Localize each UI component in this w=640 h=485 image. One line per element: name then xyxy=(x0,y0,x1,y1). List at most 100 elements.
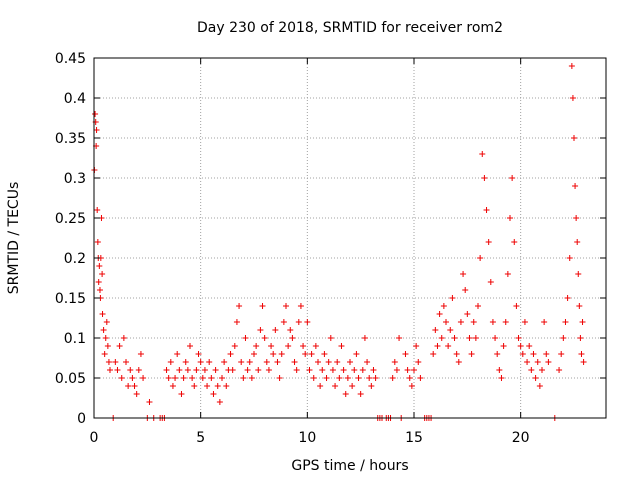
data-point xyxy=(539,367,545,373)
data-point xyxy=(129,375,136,381)
data-point xyxy=(526,343,533,349)
data-point xyxy=(253,343,260,349)
data-point xyxy=(569,95,576,101)
x-tick-label: 10 xyxy=(298,430,316,446)
data-point xyxy=(321,351,328,357)
plot-frame xyxy=(93,57,607,419)
data-point xyxy=(479,151,486,157)
data-point xyxy=(485,239,492,245)
data-point xyxy=(180,375,187,381)
data-point xyxy=(233,319,240,325)
data-point xyxy=(578,351,585,357)
data-point xyxy=(391,359,398,365)
x-tick-label: 20 xyxy=(512,430,530,446)
data-point xyxy=(576,303,583,309)
x-tick-label: 0 xyxy=(90,430,99,446)
data-point xyxy=(477,255,484,261)
data-point xyxy=(515,335,522,341)
data-point xyxy=(178,391,185,397)
data-point xyxy=(472,335,479,341)
data-point xyxy=(114,367,121,373)
data-point xyxy=(462,287,469,293)
data-point xyxy=(481,175,488,181)
data-point xyxy=(295,319,302,325)
data-point xyxy=(370,367,377,373)
data-point xyxy=(564,295,571,301)
data-point xyxy=(238,359,245,365)
data-point xyxy=(502,319,509,325)
y-tick-label: 0.35 xyxy=(55,131,86,147)
data-point xyxy=(361,335,368,341)
data-point xyxy=(319,367,326,373)
data-point xyxy=(103,319,110,325)
data-point xyxy=(204,383,211,389)
data-point xyxy=(434,343,441,349)
data-point xyxy=(572,183,579,189)
data-point xyxy=(475,303,481,309)
data-point xyxy=(227,351,234,357)
data-point xyxy=(236,303,243,309)
data-point xyxy=(340,367,347,373)
data-point xyxy=(353,351,360,357)
data-point xyxy=(470,319,477,325)
data-point xyxy=(560,335,567,341)
y-tick-label: 0.25 xyxy=(55,211,86,227)
data-point xyxy=(107,367,113,373)
data-point xyxy=(453,351,460,357)
data-point xyxy=(404,367,411,373)
data-point xyxy=(487,279,494,285)
data-point xyxy=(118,375,125,381)
data-point xyxy=(174,351,181,357)
data-point xyxy=(517,343,524,349)
data-point xyxy=(201,367,208,373)
y-tick-label: 0.2 xyxy=(64,251,86,267)
data-point xyxy=(347,359,353,365)
data-point xyxy=(287,327,294,333)
y-tick-label: 0.15 xyxy=(55,291,86,307)
data-point xyxy=(302,351,309,357)
data-point xyxy=(466,335,473,341)
data-point xyxy=(521,319,528,325)
data-point xyxy=(436,311,443,317)
data-point xyxy=(524,359,531,365)
data-point xyxy=(172,375,179,381)
data-point xyxy=(221,359,228,365)
y-tick-label: 0.45 xyxy=(55,51,86,67)
data-point xyxy=(483,207,490,213)
data-point xyxy=(357,391,364,397)
data-point xyxy=(131,383,138,389)
data-point xyxy=(246,359,253,365)
y-axis-label: SRMTID / TECUs xyxy=(6,182,22,295)
data-point xyxy=(95,279,102,285)
data-point xyxy=(212,367,219,373)
data-point xyxy=(244,367,251,373)
data-point xyxy=(102,335,109,341)
data-point xyxy=(355,375,362,381)
data-point xyxy=(248,375,255,381)
data-point xyxy=(255,367,262,373)
data-point xyxy=(240,375,247,381)
data-point xyxy=(509,175,516,181)
y-tick-label: 0.3 xyxy=(64,171,86,187)
data-point xyxy=(536,383,543,389)
data-point xyxy=(543,351,550,357)
data-point xyxy=(127,367,134,373)
data-point xyxy=(182,359,189,365)
data-point xyxy=(574,239,581,245)
data-point xyxy=(457,319,464,325)
data-point xyxy=(489,319,496,325)
data-point xyxy=(492,335,499,341)
data-point xyxy=(366,375,373,381)
data-point xyxy=(133,391,140,397)
data-point xyxy=(315,359,321,365)
data-point xyxy=(519,351,526,357)
data-point xyxy=(496,367,503,373)
data-point xyxy=(342,391,349,397)
data-point xyxy=(93,127,100,133)
data-point xyxy=(449,295,456,301)
data-point xyxy=(187,343,193,349)
data-point xyxy=(99,311,106,317)
data-point xyxy=(92,111,99,117)
